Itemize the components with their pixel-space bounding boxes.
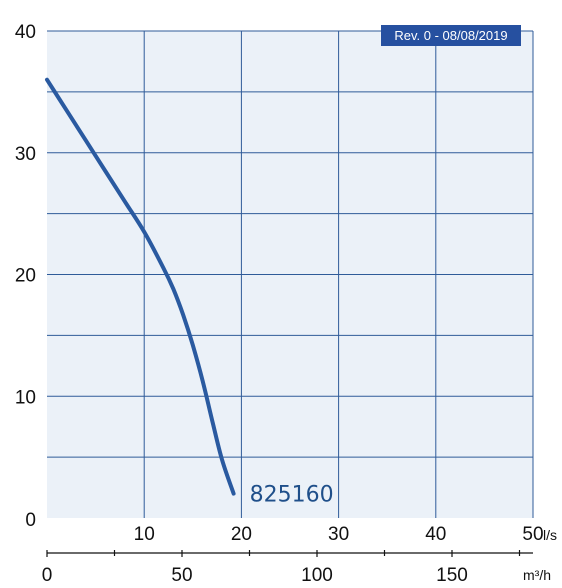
x-axis-ticks: 10 20 30 40 50	[134, 524, 544, 545]
x2-axis	[46, 550, 533, 557]
x2-tick-label: 50	[171, 565, 192, 586]
revision-badge-background	[381, 25, 521, 46]
x2-axis-ticks: 0 50 100 150	[42, 565, 468, 586]
y-tick-label: 10	[15, 387, 36, 408]
y-axis-ticks: 0 10 20 30 40	[15, 22, 36, 531]
x2-axis-unit: m³/h	[523, 567, 551, 583]
y-tick-label: 30	[15, 144, 36, 165]
x-axis-unit: l/s	[543, 527, 557, 543]
revision-badge-text: Rev. 0 - 08/08/2019	[394, 28, 507, 43]
x-tick-label: 20	[231, 524, 252, 545]
x-tick-label: 10	[134, 524, 155, 545]
revision-badge: Rev. 0 - 08/08/2019	[381, 25, 521, 46]
grid	[47, 30, 534, 518]
series-line	[45, 77, 236, 496]
x-tick-label: 40	[425, 524, 446, 545]
x-tick-label: 50	[522, 524, 543, 545]
x-tick-label: 30	[328, 524, 349, 545]
x2-tick-label: 0	[42, 565, 53, 586]
y-tick-label: 20	[15, 266, 36, 287]
series-group: 825160	[45, 77, 334, 508]
y-tick-label: 0	[25, 510, 36, 531]
x2-tick-label: 150	[436, 565, 468, 586]
x2-tick-label: 100	[301, 565, 333, 586]
y-tick-label: 40	[15, 22, 36, 43]
series-label: 825160	[250, 483, 334, 508]
